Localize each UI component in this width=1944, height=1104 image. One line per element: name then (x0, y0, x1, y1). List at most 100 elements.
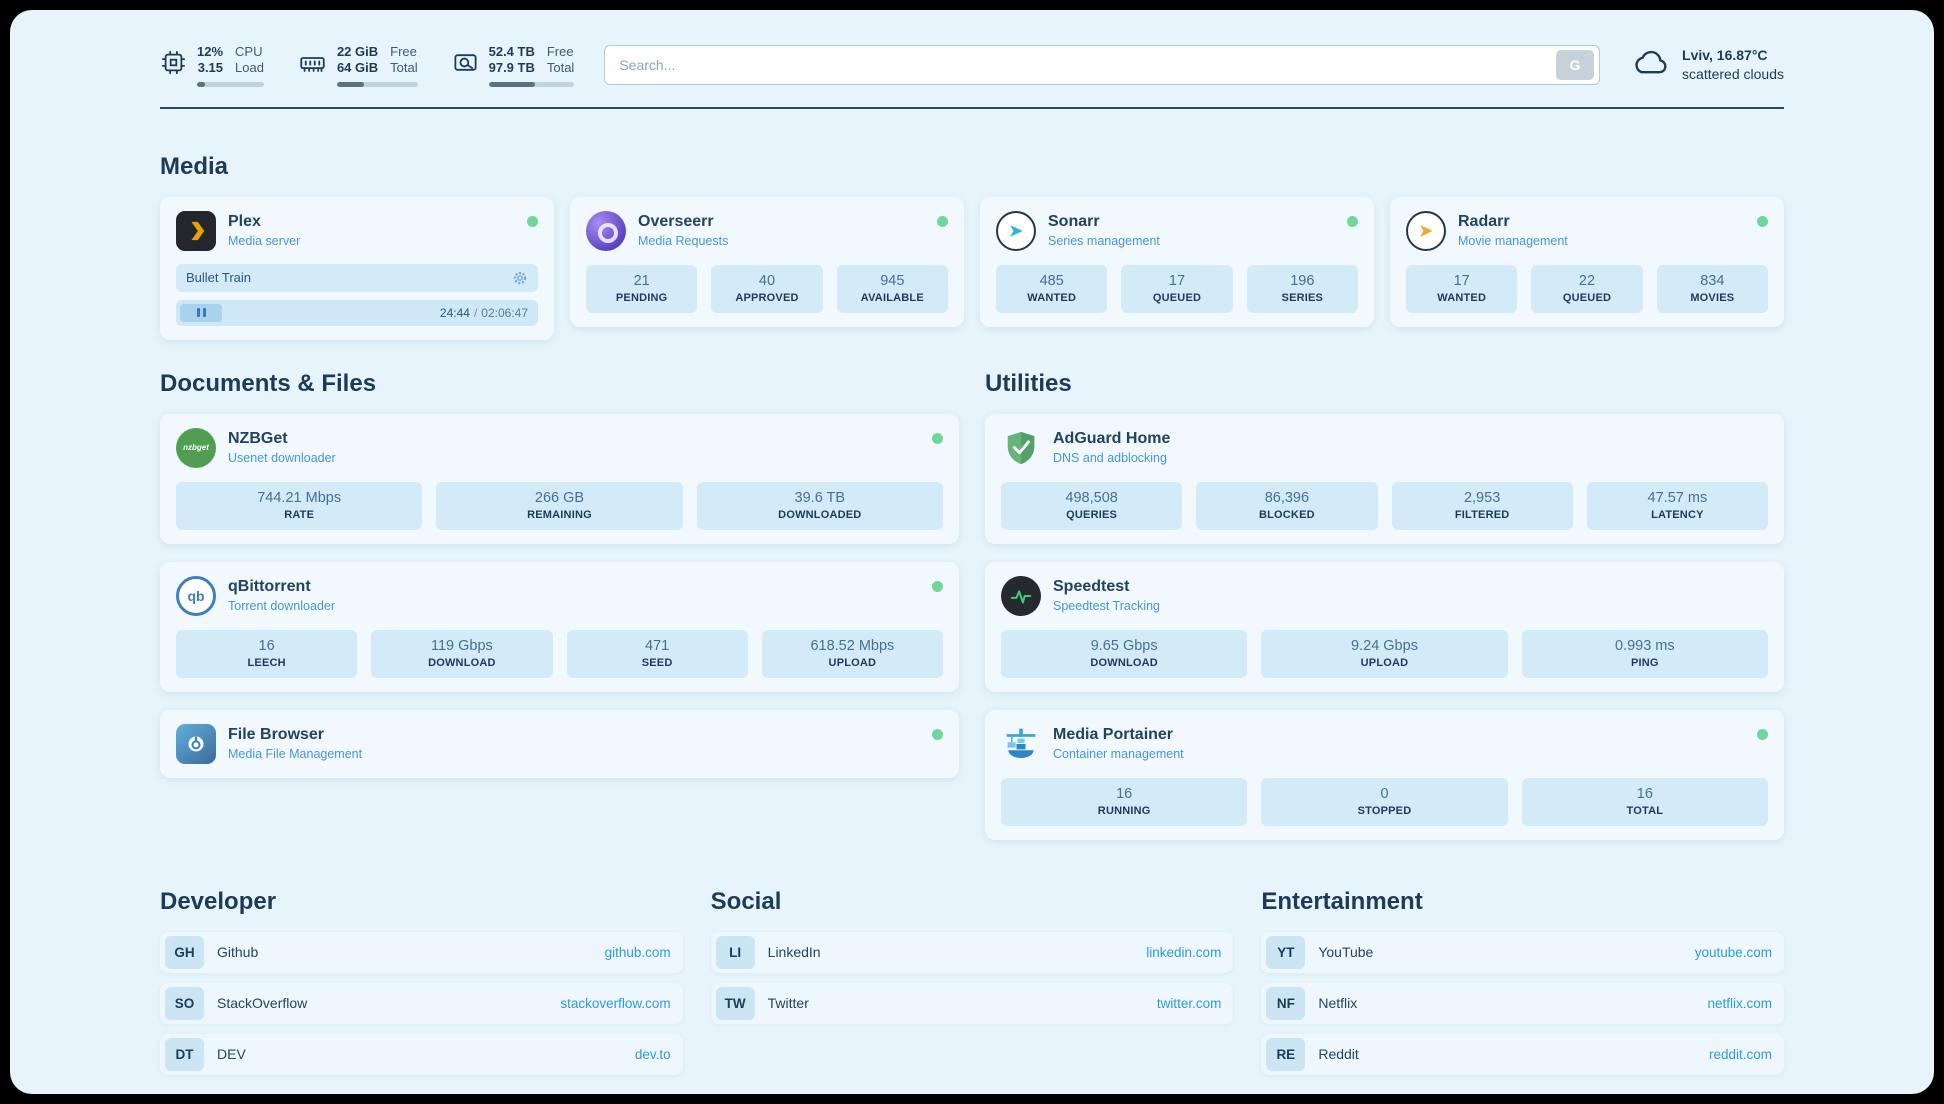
link-row-twitter[interactable]: TW Twitter twitter.com (710, 982, 1234, 1024)
link-row-reddit[interactable]: RE Reddit reddit.com (1261, 1033, 1784, 1075)
qbittorrent-icon: qb (176, 575, 216, 616)
link-name: YouTube (1318, 944, 1374, 960)
stat-label: AVAILABLE (860, 291, 924, 304)
linkedin-icon: LI (715, 935, 755, 969)
search-provider-button[interactable]: G (1556, 50, 1595, 81)
link-name: Reddit (1318, 1046, 1359, 1062)
speedtest-icon (1001, 575, 1041, 616)
pause-icon[interactable] (180, 303, 222, 322)
ram-metric: 22 GiB 64 GiB Free Total (298, 44, 418, 87)
gear-icon[interactable] (512, 270, 528, 286)
stat-box: 22 QUEUED (1531, 264, 1643, 313)
stat-box: 618.52 Mbps UPLOAD (761, 629, 943, 678)
time-current: 24:44 (439, 305, 470, 320)
disk-label-1: Free (546, 44, 574, 59)
stat-label: QUERIES (1066, 508, 1118, 521)
weather-location: Lviv, 16.87°C (1682, 47, 1768, 64)
stat-label: STOPPED (1357, 804, 1412, 817)
app-card-adguard[interactable]: AdGuard Home DNS and adblocking 498,508 … (985, 413, 1784, 544)
stat-value: 471 (645, 637, 670, 654)
now-playing-title: Bullet Train (186, 270, 252, 285)
stat-value: 0 (1380, 785, 1389, 802)
stat-value: 119 Gbps (430, 637, 493, 654)
stat-box: 16 RUNNING (1001, 777, 1248, 826)
stat-box: 471 SEED (566, 629, 748, 678)
status-dot (1757, 728, 1768, 740)
link-row-linkedin[interactable]: LI LinkedIn linkedin.com (710, 931, 1234, 973)
disk-progress-bar (488, 81, 575, 87)
plex-now-playing: Bullet Train (176, 263, 538, 292)
link-row-dev[interactable]: DT DEV dev.to (160, 1033, 683, 1075)
app-subtitle: Media Requests (638, 234, 729, 248)
app-card-speedtest[interactable]: Speedtest Speedtest Tracking 9.65 Gbps D… (985, 561, 1784, 692)
stat-box: 39.6 TB DOWNLOADED (696, 481, 943, 530)
stat-label: APPROVED (735, 291, 799, 304)
search-input[interactable] (619, 57, 1557, 74)
stat-label: QUEUED (1152, 291, 1202, 304)
stat-label: FILTERED (1454, 508, 1510, 521)
twitter-icon: TW (715, 986, 755, 1020)
stat-box: 0.993 ms PING (1521, 629, 1768, 678)
weather-widget: Lviv, 16.87°C scattered clouds (1630, 46, 1784, 84)
app-subtitle: Media File Management (228, 747, 363, 761)
stat-box: 196 SERIES (1246, 264, 1358, 313)
app-card-plex[interactable]: Plex Media server Bullet Train (160, 196, 554, 340)
app-card-filebrowser[interactable]: File Browser Media File Management (160, 709, 959, 778)
search-box[interactable]: G (604, 45, 1601, 86)
link-row-stackoverflow[interactable]: SO StackOverflow stackoverflow.com (160, 982, 683, 1024)
status-dot (1347, 215, 1358, 227)
entertainment-section: Entertainment YT YouTube youtube.com NF … (1261, 888, 1784, 1075)
stat-label: DOWNLOAD (428, 656, 496, 669)
stat-value: 2,953 (1463, 489, 1501, 506)
cpu-label-2: Load (235, 60, 264, 76)
app-subtitle: Media server (228, 234, 301, 248)
app-subtitle: Series management (1048, 234, 1160, 248)
reddit-icon: RE (1266, 1037, 1306, 1071)
link-url: twitter.com (1156, 995, 1222, 1011)
link-url: netflix.com (1707, 995, 1772, 1011)
developer-section-title: Developer (160, 887, 277, 915)
stat-box: 9.65 Gbps DOWNLOAD (1001, 629, 1248, 678)
app-name: NZBGet (228, 430, 288, 447)
stat-label: RATE (284, 508, 315, 521)
cpu-progress-bar (197, 81, 264, 87)
stats-row: 744.21 Mbps RATE 266 GB REMAINING 39.6 T… (176, 481, 943, 530)
system-metrics: 12% 3.15 CPU Load (160, 44, 575, 87)
stat-label: UPLOAD (1360, 656, 1409, 669)
link-url: github.com (604, 944, 671, 960)
link-row-youtube[interactable]: YT YouTube youtube.com (1261, 931, 1784, 973)
stat-label: WANTED (1027, 291, 1077, 304)
documents-section: Documents & Files nzbget NZBGet Usenet d… (160, 370, 959, 778)
radarr-icon (1406, 210, 1446, 251)
media-section-title: Media (160, 152, 229, 180)
app-card-sonarr[interactable]: Sonarr Series management 485 WANTED 17 Q… (980, 196, 1374, 327)
status-dot (932, 432, 943, 444)
app-card-nzbget[interactable]: nzbget NZBGet Usenet downloader 744.21 M… (160, 413, 959, 544)
link-row-netflix[interactable]: NF Netflix netflix.com (1261, 982, 1784, 1024)
stat-label: UPLOAD (828, 656, 877, 669)
link-name: Twitter (767, 995, 809, 1011)
app-name: qBittorrent (228, 578, 311, 595)
app-card-qbittorrent[interactable]: qb qBittorrent Torrent downloader 16 LEE… (160, 561, 959, 692)
link-name: Github (217, 944, 259, 960)
app-card-overseerr[interactable]: Overseerr Media Requests 21 PENDING 40 A… (570, 196, 964, 327)
netflix-icon: NF (1266, 986, 1306, 1020)
link-name: Netflix (1318, 995, 1358, 1011)
stat-box: 945 AVAILABLE (836, 264, 948, 313)
disk-metric: 52.4 TB 97.9 TB Free Total (452, 44, 575, 87)
sonarr-icon (996, 210, 1036, 251)
link-row-github[interactable]: GH Github github.com (160, 931, 683, 973)
youtube-icon: YT (1266, 935, 1306, 969)
stat-value: 86,396 (1264, 489, 1310, 506)
stat-value: 266 GB (534, 489, 585, 506)
status-dot (932, 580, 943, 592)
cpu-icon (160, 49, 187, 81)
link-url: reddit.com (1708, 1046, 1772, 1062)
app-card-radarr[interactable]: Radarr Movie management 17 WANTED 22 QUE… (1390, 196, 1784, 327)
app-name: Media Portainer (1053, 726, 1174, 743)
stat-value: 16 (1636, 785, 1653, 802)
plex-player-bar[interactable]: 24:44/02:06:47 (176, 299, 538, 326)
app-card-portainer[interactable]: Media Portainer Container management 16 … (985, 709, 1784, 840)
stat-label: LEECH (247, 656, 286, 669)
documents-section-title: Documents & Files (160, 369, 377, 397)
